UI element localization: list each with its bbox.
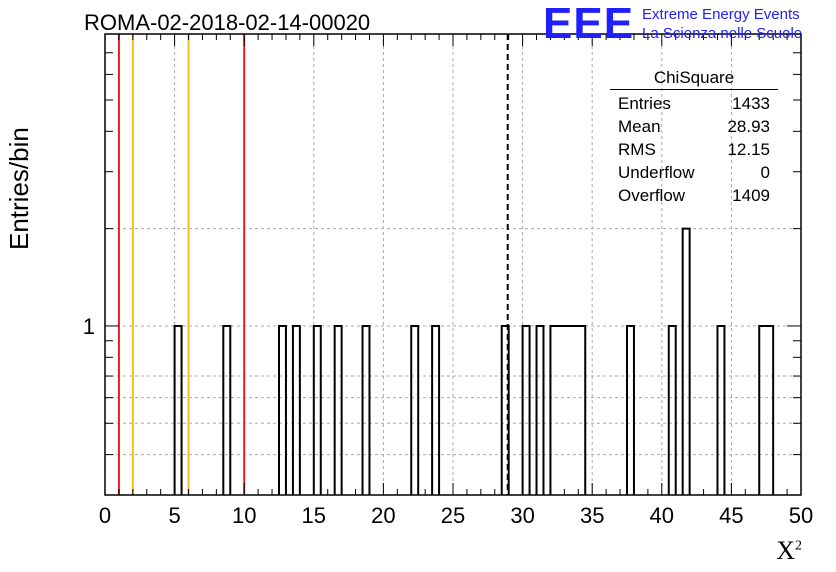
histogram-bin (312, 324, 322, 495)
y-axis-label: Entries/bin (4, 127, 34, 250)
y-axis-label-wrap: Entries/bin (4, 127, 40, 380)
stats-row-underflow: Underflow 0 (610, 161, 778, 184)
histogram-bin (535, 324, 545, 495)
stats-row-rms: RMS 12.15 (610, 138, 778, 161)
stats-label: Underflow (618, 163, 695, 182)
histogram-bin (549, 324, 587, 495)
histogram-bin (521, 324, 531, 495)
x-axis-label-sup: 2 (795, 538, 802, 554)
histogram-bin (626, 324, 635, 495)
stats-row-overflow: Overflow 1409 (610, 184, 778, 207)
histogram-bin (758, 324, 775, 495)
eee-logo-text: Extreme Energy Events La Scienza nelle S… (642, 5, 802, 43)
histogram-bin (431, 324, 441, 495)
x-tick-label: 15 (302, 503, 326, 528)
stats-label: Mean (618, 117, 661, 136)
stats-value: 0 (760, 163, 770, 182)
x-tick-label: 45 (719, 503, 743, 528)
histogram-bin (500, 324, 510, 495)
stats-box: ChiSquare Entries 1433 Mean 28.93 RMS 12… (610, 68, 778, 207)
logo-line-1: Extreme Energy Events (642, 6, 800, 23)
x-axis-label-text: X (776, 536, 795, 565)
stats-label: Entries (618, 94, 671, 113)
histogram-bin (681, 227, 691, 495)
x-tick-label: 25 (441, 503, 465, 528)
histogram-bin (291, 324, 301, 495)
eee-logo: EEE Extreme Energy Events La Scienza nel… (543, 2, 802, 46)
chart-title: ROMA-02-2018-02-14-00020 (84, 10, 371, 35)
x-tick-label: 5 (168, 503, 180, 528)
x-tick-label: 10 (232, 503, 256, 528)
x-tick-label: 20 (371, 503, 395, 528)
stats-label: RMS (618, 140, 656, 159)
histogram-bin (716, 324, 726, 495)
logo-line-2: La Scienza nelle Scuole (642, 25, 803, 42)
x-axis-label: X2 (776, 536, 802, 566)
histogram-bin (278, 324, 287, 495)
stats-row-mean: Mean 28.93 (610, 115, 778, 138)
y-tick-label: 1 (83, 314, 95, 339)
stats-value: 28.93 (727, 117, 770, 136)
x-tick-label: 30 (510, 503, 534, 528)
stats-value: 1409 (732, 186, 770, 205)
x-tick-label: 0 (99, 503, 111, 528)
stats-label: Overflow (618, 186, 686, 205)
histogram-bin (410, 324, 420, 495)
histogram-bin (222, 324, 232, 495)
histogram-bin (173, 324, 183, 495)
histogram-bin (361, 324, 371, 495)
x-tick-label: 35 (580, 503, 604, 528)
x-tick-label: 50 (789, 503, 813, 528)
x-tick-label: 40 (650, 503, 674, 528)
stats-title: ChiSquare (610, 68, 778, 90)
stats-row-entries: Entries 1433 (610, 92, 778, 115)
histogram-bin (667, 324, 677, 495)
stats-value: 1433 (732, 94, 770, 113)
stats-value: 12.15 (727, 140, 770, 159)
eee-logo-mark: EEE (543, 0, 635, 48)
histogram-bin (333, 324, 343, 495)
